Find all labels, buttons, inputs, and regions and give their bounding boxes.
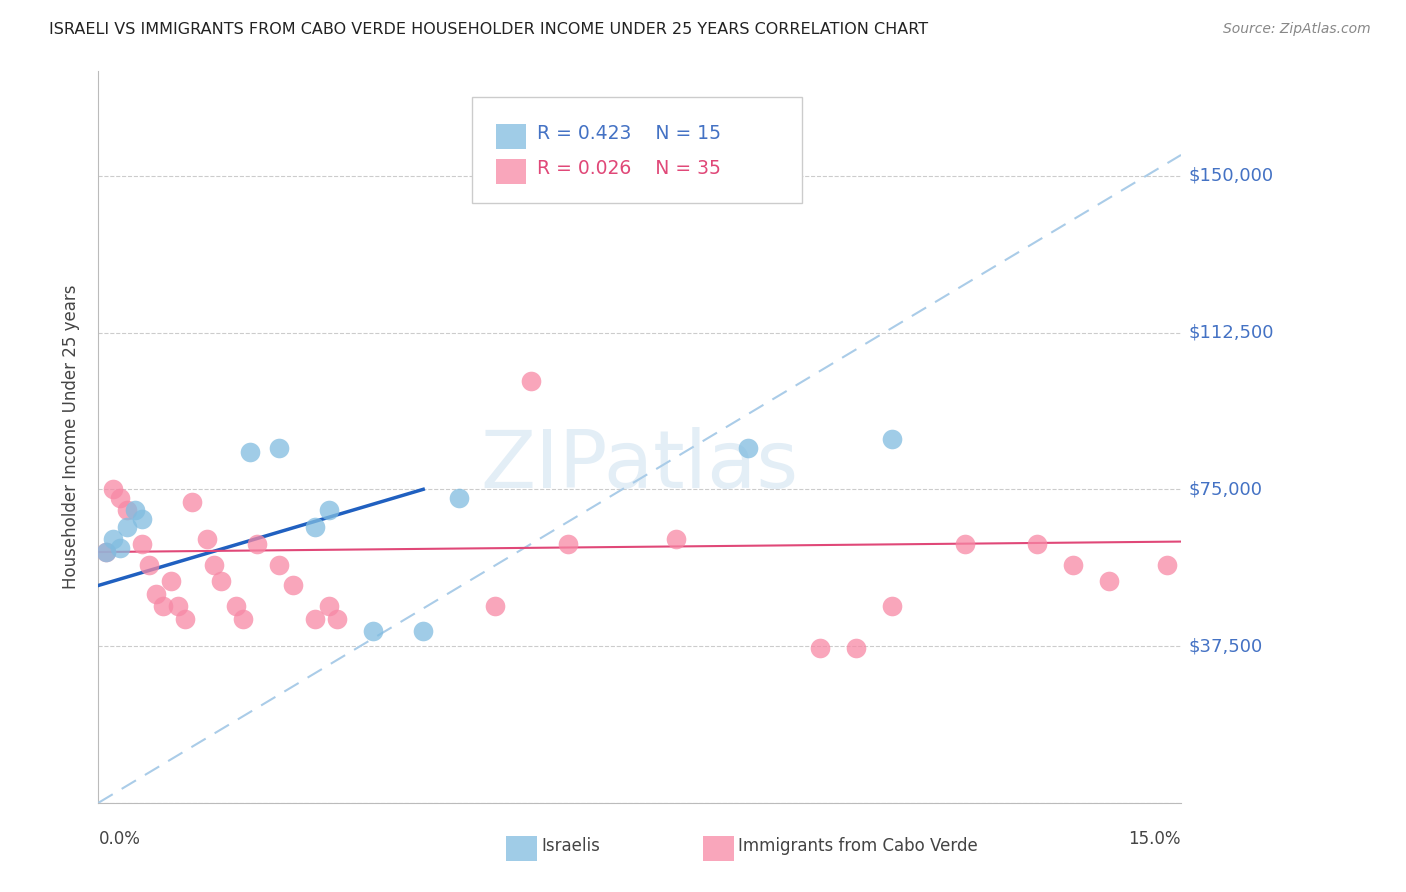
Point bbox=[94, 545, 117, 559]
Point bbox=[117, 520, 139, 534]
Point bbox=[181, 495, 204, 509]
Point bbox=[283, 578, 305, 592]
Point bbox=[101, 483, 124, 497]
Point bbox=[304, 612, 326, 626]
Point bbox=[318, 503, 340, 517]
Text: R = 0.423    N = 15: R = 0.423 N = 15 bbox=[537, 124, 721, 143]
Text: Israelis: Israelis bbox=[541, 837, 600, 855]
Point bbox=[557, 536, 579, 550]
Point bbox=[101, 533, 124, 547]
Point bbox=[267, 441, 290, 455]
Point bbox=[246, 536, 269, 550]
Point bbox=[325, 612, 347, 626]
Point bbox=[94, 545, 117, 559]
Point bbox=[1025, 536, 1047, 550]
Point bbox=[145, 587, 167, 601]
Point bbox=[665, 533, 688, 547]
Point bbox=[484, 599, 506, 614]
Text: R = 0.026    N = 35: R = 0.026 N = 35 bbox=[537, 159, 721, 178]
FancyBboxPatch shape bbox=[496, 160, 526, 184]
Point bbox=[267, 558, 290, 572]
Text: $37,500: $37,500 bbox=[1188, 637, 1263, 655]
Point bbox=[449, 491, 471, 505]
Text: 15.0%: 15.0% bbox=[1129, 830, 1181, 847]
Point bbox=[953, 536, 976, 550]
Point bbox=[108, 491, 131, 505]
Text: $150,000: $150,000 bbox=[1188, 167, 1274, 185]
Point bbox=[1098, 574, 1121, 589]
Point bbox=[882, 432, 904, 446]
Point bbox=[117, 503, 139, 517]
Point bbox=[808, 641, 831, 656]
Point bbox=[209, 574, 232, 589]
Point bbox=[195, 533, 218, 547]
Text: 0.0%: 0.0% bbox=[98, 830, 141, 847]
Point bbox=[138, 558, 160, 572]
Point bbox=[225, 599, 247, 614]
Point bbox=[131, 511, 153, 525]
Point bbox=[152, 599, 174, 614]
Point bbox=[882, 599, 904, 614]
Point bbox=[318, 599, 340, 614]
Point bbox=[412, 624, 434, 639]
Text: $75,000: $75,000 bbox=[1188, 480, 1263, 499]
Text: Immigrants from Cabo Verde: Immigrants from Cabo Verde bbox=[738, 837, 979, 855]
Point bbox=[1156, 558, 1178, 572]
Point bbox=[1062, 558, 1084, 572]
Point bbox=[124, 503, 146, 517]
Point bbox=[845, 641, 868, 656]
Text: ZIPatlas: ZIPatlas bbox=[481, 427, 799, 506]
Point bbox=[202, 558, 225, 572]
Point bbox=[131, 536, 153, 550]
Point bbox=[108, 541, 131, 555]
Point bbox=[737, 441, 759, 455]
Text: $112,500: $112,500 bbox=[1188, 324, 1274, 342]
Text: ISRAELI VS IMMIGRANTS FROM CABO VERDE HOUSEHOLDER INCOME UNDER 25 YEARS CORRELAT: ISRAELI VS IMMIGRANTS FROM CABO VERDE HO… bbox=[49, 22, 928, 37]
Y-axis label: Householder Income Under 25 years: Householder Income Under 25 years bbox=[62, 285, 80, 590]
Point bbox=[304, 520, 326, 534]
Text: Source: ZipAtlas.com: Source: ZipAtlas.com bbox=[1223, 22, 1371, 37]
FancyBboxPatch shape bbox=[496, 124, 526, 149]
Point bbox=[361, 624, 384, 639]
FancyBboxPatch shape bbox=[472, 97, 801, 203]
Point bbox=[520, 374, 543, 388]
Point bbox=[159, 574, 181, 589]
Point bbox=[239, 444, 262, 458]
Point bbox=[174, 612, 197, 626]
Point bbox=[232, 612, 254, 626]
Point bbox=[166, 599, 188, 614]
